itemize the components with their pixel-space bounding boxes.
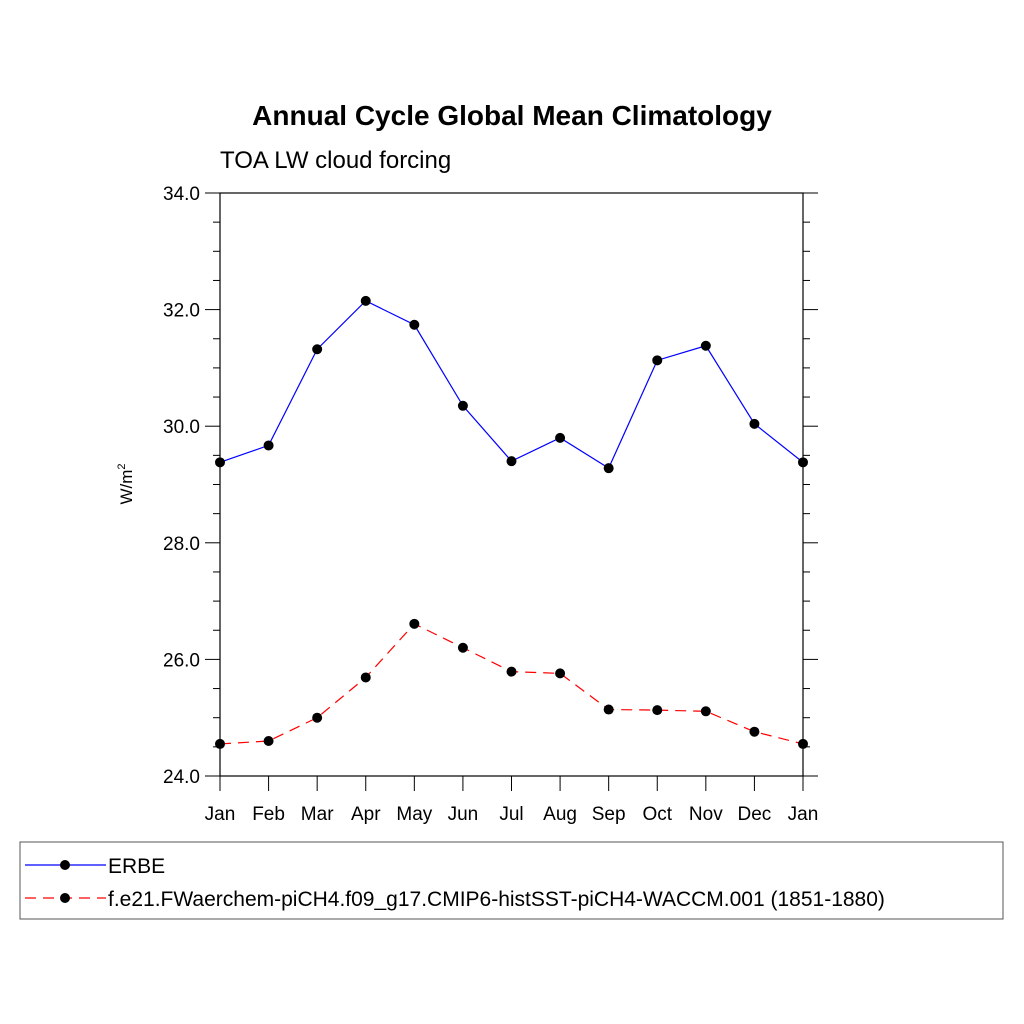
x-tick-label: Jul [499, 804, 523, 825]
data-point [312, 344, 323, 355]
data-point [312, 712, 323, 723]
x-tick-label: Sep [592, 804, 626, 825]
x-tick-label: Jan [788, 804, 819, 825]
data-point [506, 666, 517, 677]
data-point [360, 672, 371, 683]
legend-label: f.e21.FWaerchem-piCH4.f09_g17.CMIP6-hist… [108, 888, 885, 911]
y-tick-label: 26.0 [163, 650, 200, 671]
data-point [798, 457, 808, 468]
legend-box [19, 841, 1004, 920]
data-point [360, 295, 371, 306]
data-point [506, 456, 517, 467]
series-line [219, 300, 804, 470]
series-line [219, 623, 804, 745]
y-tick-label: 32.0 [163, 301, 200, 322]
data-point [749, 418, 760, 429]
x-tick-label: May [396, 804, 432, 825]
data-point [700, 706, 711, 717]
series-2 [215, 618, 808, 749]
y-tick-label: 28.0 [163, 534, 200, 555]
y-tick-label: 30.0 [163, 417, 200, 438]
data-point [409, 319, 420, 330]
data-point [457, 400, 468, 411]
axes: 24.0 26.0 28.0 30.0 32.0 34.0 Jan Feb Mar Apr May J… [163, 184, 818, 825]
data-point [409, 618, 420, 629]
data-point [652, 355, 663, 366]
x-tick-label: Nov [689, 804, 723, 825]
data-point [700, 340, 711, 351]
x-tick-label: Mar [301, 804, 334, 825]
legend-label: ERBE [108, 855, 165, 878]
data-point [215, 457, 225, 468]
y-axis-label: W/m2 [116, 463, 136, 504]
y-axis-label-base: W/m [117, 470, 136, 505]
data-point [798, 738, 808, 749]
plot-area [215, 295, 808, 749]
legend-marker [60, 893, 70, 903]
y-tick-label: 34.0 [163, 184, 200, 205]
y-tick-label: 24.0 [163, 767, 200, 788]
x-tick-label: Oct [642, 804, 672, 825]
legend-entry-1: ERBE [25, 855, 165, 878]
series-1 [215, 295, 808, 474]
data-point [215, 738, 225, 749]
data-point [652, 705, 663, 716]
x-tick-label: Jun [448, 804, 479, 825]
data-point [555, 668, 566, 679]
x-tick-label: Dec [738, 804, 772, 825]
data-point [555, 432, 566, 443]
data-point [603, 704, 614, 715]
legend-marker [60, 860, 70, 870]
data-point [263, 440, 274, 451]
data-point [263, 736, 274, 747]
x-tick-label: Feb [252, 804, 285, 825]
legend: ERBE f.e21.FWaerchem-piCH4.f09_g17.CMIP6-… [19, 841, 1004, 920]
plot-frame [219, 192, 804, 777]
chart-subtitle: TOA LW cloud forcing [220, 147, 451, 174]
x-tick-label: Aug [543, 804, 577, 825]
y-axis-label-superscript: 2 [116, 463, 128, 469]
data-point [603, 463, 614, 474]
x-tick-label: Apr [351, 804, 381, 825]
x-tick-label: Jan [205, 804, 236, 825]
legend-entry-2: f.e21.FWaerchem-piCH4.f09_g17.CMIP6-hist… [25, 888, 885, 911]
data-point [457, 642, 468, 653]
chart-title: Annual Cycle Global Mean Climatology [252, 100, 772, 131]
data-point [749, 726, 760, 737]
